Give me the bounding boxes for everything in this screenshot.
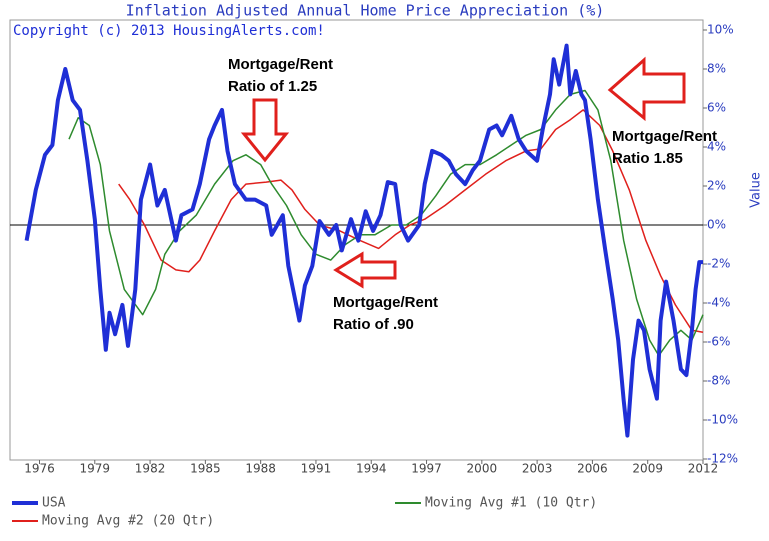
x-tick-label: 1985: [190, 462, 221, 476]
arrow: [607, 56, 686, 122]
y-tick-label: -2%: [707, 257, 730, 271]
y-tick-label: 4%: [707, 140, 726, 154]
legend-label: Moving Avg #2 (20 Qtr): [42, 514, 214, 529]
y-tick-label: -6%: [707, 335, 730, 349]
annotation: Ratio of 1.25: [228, 78, 317, 95]
legend-label: USA: [42, 496, 66, 511]
x-tick-label: 1991: [301, 462, 332, 476]
annotation: Ratio 1.85: [612, 150, 683, 167]
arrow: [333, 251, 397, 289]
x-tick-label: 1994: [356, 462, 387, 476]
x-tick-label: 2000: [467, 462, 498, 476]
y-tick-label: 10%: [707, 23, 734, 37]
chart-title: Inflation Adjusted Annual Home Price App…: [126, 2, 605, 20]
y-tick-label: -10%: [707, 413, 738, 427]
arrow: [240, 98, 290, 163]
y-axis-label: Value: [749, 172, 764, 208]
copyright: Copyright (c) 2013 HousingAlerts.com!: [13, 23, 325, 39]
x-tick-label: 2003: [522, 462, 553, 476]
y-tick-label: -4%: [707, 296, 730, 310]
annotation: Mortgage/Rent: [333, 294, 438, 311]
series-line: [68, 89, 704, 357]
y-tick-label: -8%: [707, 374, 730, 388]
series-line: [24, 43, 703, 438]
y-tick-label: -12%: [707, 452, 738, 466]
y-tick-label: 6%: [707, 101, 726, 115]
annotation: Mortgage/Rent: [228, 56, 333, 73]
y-tick-label: 8%: [707, 62, 726, 76]
x-tick-label: 1979: [80, 462, 111, 476]
y-tick-label: 2%: [707, 179, 726, 193]
y-tick-label: 0%: [707, 218, 726, 232]
legend-label: Moving Avg #1 (10 Qtr): [425, 496, 597, 511]
x-tick-label: 1997: [411, 462, 442, 476]
x-tick-label: 1976: [24, 462, 55, 476]
annotation: Ratio of .90: [333, 316, 414, 333]
x-tick-label: 1982: [135, 462, 166, 476]
x-tick-label: 2012: [688, 462, 719, 476]
x-tick-label: 2009: [632, 462, 663, 476]
x-tick-label: 1988: [245, 462, 276, 476]
x-tick-label: 2006: [577, 462, 608, 476]
annotation: Mortgage/Rent: [612, 128, 717, 145]
